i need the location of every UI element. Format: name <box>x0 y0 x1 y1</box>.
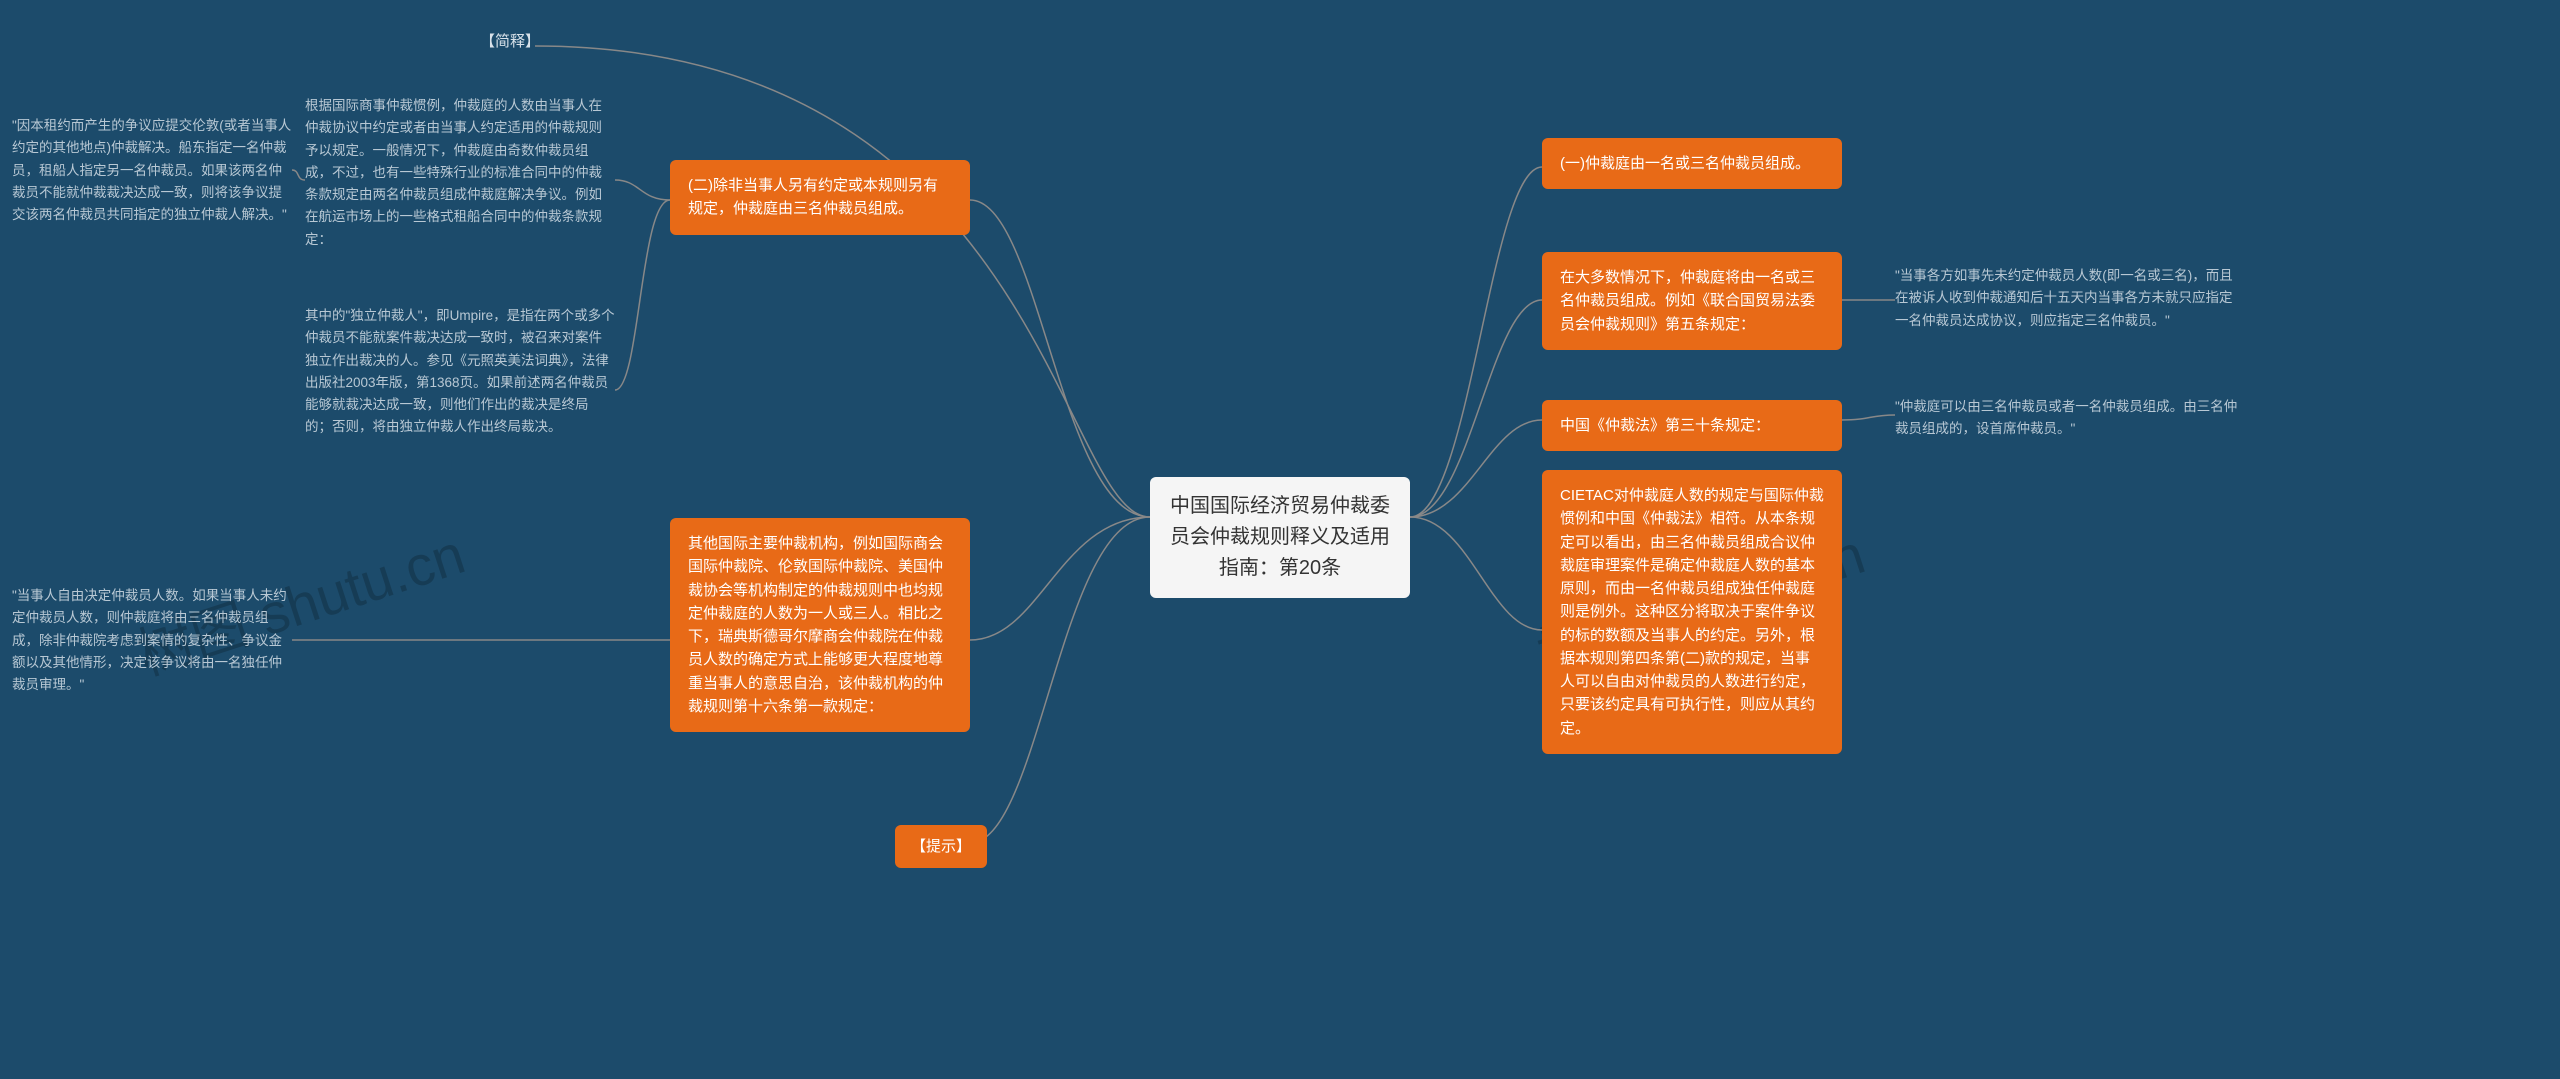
left-node-2-note: "当事人自由决定仲裁员人数。如果当事人未约定仲裁员人数，则仲裁庭将由三名仲裁员组… <box>12 585 292 696</box>
left-node-1: (二)除非当事人另有约定或本规则另有规定，仲裁庭由三名仲裁员组成。 <box>670 160 970 235</box>
left-node-1a: 根据国际商事仲裁惯例，仲裁庭的人数由当事人在仲裁协议中约定或者由当事人约定适用的… <box>305 95 615 251</box>
right-node-2: 在大多数情况下，仲裁庭将由一名或三名仲裁员组成。例如《联合国贸易法委员会仲裁规则… <box>1542 252 1842 350</box>
left-node-1a-note: "因本租约而产生的争议应提交伦敦(或者当事人约定的其他地点)仲裁解决。船东指定一… <box>12 115 292 226</box>
left-node-1b: 其中的"独立仲裁人"，即Umpire，是指在两个或多个仲裁员不能就案件裁决达成一… <box>305 305 615 439</box>
right-node-2-note: "当事各方如事先未约定仲裁员人数(即一名或三名)，而且在被诉人收到仲裁通知后十五… <box>1895 265 2245 332</box>
left-node-2: 其他国际主要仲裁机构，例如国际商会国际仲裁院、伦敦国际仲裁院、美国仲裁协会等机构… <box>670 518 970 732</box>
center-node: 中国国际经济贸易仲裁委员会仲裁规则释义及适用指南：第20条 <box>1150 477 1410 598</box>
left-label-hint: 【提示】 <box>895 825 987 868</box>
right-node-1: (一)仲裁庭由一名或三名仲裁员组成。 <box>1542 138 1842 189</box>
right-node-3: 中国《仲裁法》第三十条规定： <box>1542 400 1842 451</box>
left-label-simple: 【简释】 <box>480 30 540 55</box>
right-node-3-note: "仲裁庭可以由三名仲裁员或者一名仲裁员组成。由三名仲裁员组成的，设首席仲裁员。" <box>1895 396 2245 441</box>
right-node-4: CIETAC对仲裁庭人数的规定与国际仲裁惯例和中国《仲裁法》相符。从本条规定可以… <box>1542 470 1842 754</box>
